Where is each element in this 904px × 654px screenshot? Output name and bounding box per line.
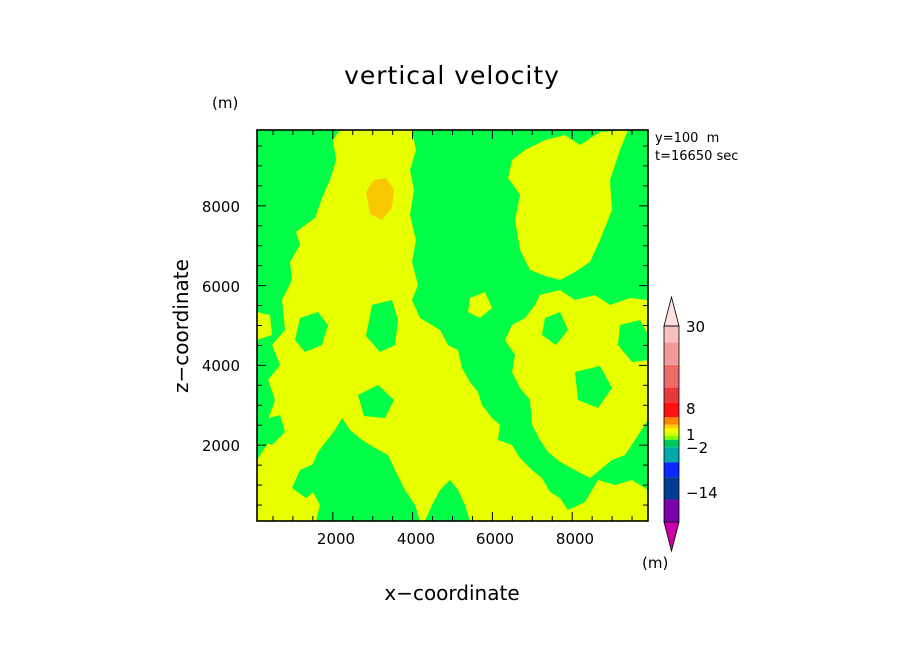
colorbar-swatch [664, 439, 679, 448]
colorbar-swatch [664, 387, 679, 403]
colorbar-swatch [664, 435, 679, 440]
negative-pocket-2 [260, 415, 285, 445]
y-axis-label: z−coordinate [169, 259, 193, 393]
negative-pocket-3 [366, 300, 398, 352]
strong-positive-blob [366, 178, 394, 220]
positive-blob-3 [257, 312, 272, 340]
positive-region-northeast [508, 130, 628, 280]
x-tick-label-2000: 2000 [317, 530, 355, 548]
colorbar-swatch [664, 462, 679, 478]
colorbar-swatch [664, 417, 679, 425]
colorbar-label-30: 30 [686, 318, 705, 336]
colorbar-swatch [664, 432, 679, 436]
colorbar-frame [663, 325, 680, 523]
y-unit-label: (m) [212, 94, 238, 112]
colorbar-lower-extension [663, 521, 680, 553]
axis-ticks [257, 130, 648, 521]
x-axis-label: x−coordinate [384, 581, 519, 605]
colorbar-swatch [664, 402, 679, 418]
colorbar-swatch [664, 499, 679, 522]
negative-pocket-5 [292, 462, 322, 498]
plot-area [256, 129, 649, 522]
y-tick-label-6000: 6000 [202, 278, 240, 296]
colorbar-swatch [664, 477, 679, 500]
colorbar-label-minus-14: −14 [686, 484, 718, 502]
positive-blob-1 [468, 292, 492, 318]
annotation-time: t=16650 sec [655, 149, 738, 164]
negative-pocket-4 [358, 385, 394, 418]
colorbar-swatch [664, 342, 679, 365]
x-tick-label-8000: 8000 [556, 530, 594, 548]
positive-region-west [257, 130, 648, 521]
y-tick-label-4000: 4000 [202, 357, 240, 375]
colorbar-label-1: 1 [686, 426, 696, 444]
colorbar-swatch [664, 447, 679, 463]
negative-pocket-7 [575, 366, 612, 408]
y-tick-label-8000: 8000 [202, 198, 240, 216]
colorbar-label-minus-2: −2 [686, 439, 708, 457]
colorbar-swatch [664, 428, 679, 433]
negative-pocket-6 [542, 312, 568, 345]
colorbar-label-8: 8 [686, 400, 696, 418]
x-tick-label-6000: 6000 [476, 530, 514, 548]
colorbar-swatch [664, 364, 679, 388]
contour-field [257, 130, 648, 521]
chart-title: vertical velocity [344, 61, 560, 90]
positive-blob-2 [450, 452, 478, 482]
annotation-y-position: y=100 m [655, 131, 719, 146]
negative-pocket-8 [618, 320, 648, 362]
colorbar [663, 295, 680, 553]
y-tick-label-2000: 2000 [202, 437, 240, 455]
colorbar-unit-label: (m) [642, 554, 668, 572]
colorbar-upper-extension [663, 295, 680, 327]
colorbar-labels: 30 8 1 −2 −14 [686, 318, 718, 502]
colorbar-swatch [664, 326, 679, 343]
negative-pocket-1 [295, 312, 328, 352]
x-tick-label-4000: 4000 [397, 530, 435, 548]
colorbar-swatch [664, 424, 679, 429]
